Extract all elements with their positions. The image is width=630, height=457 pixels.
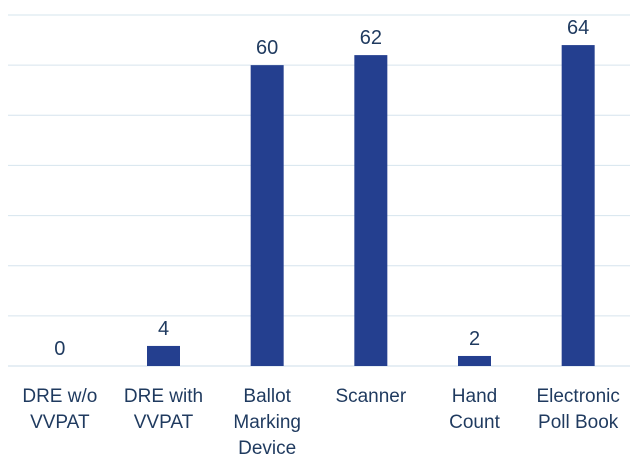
- category-label-line: Count: [449, 412, 500, 433]
- category-tick-label: DRE with VVPAT: [124, 386, 203, 433]
- category-tick-label: Hand Count: [449, 386, 500, 433]
- data-label: 4: [158, 318, 169, 340]
- category-tick-label: Electronic Poll Book: [536, 386, 619, 433]
- category-label-line: Electronic: [536, 386, 619, 407]
- bar: [250, 65, 284, 367]
- category-label-line: VVPAT: [134, 412, 194, 433]
- bar: [458, 355, 491, 366]
- data-label: 2: [469, 328, 480, 350]
- category-label-line: DRE with: [124, 386, 203, 407]
- category-label-line: Scanner: [335, 386, 406, 407]
- category-labels: DRE w/o VVPAT DRE with VVPAT Ballot Marking De…: [22, 386, 620, 457]
- category-tick-label: DRE w/o VVPAT: [22, 386, 97, 433]
- bar: [147, 345, 180, 366]
- category-label-line: Marking: [233, 412, 301, 433]
- data-label: 0: [54, 338, 65, 360]
- bar: [561, 45, 595, 366]
- category-tick-label: Scanner: [335, 386, 406, 407]
- category-label-line: DRE w/o: [22, 386, 97, 407]
- bars: [147, 45, 595, 367]
- value-labels: 0 4 60 62 2 64: [54, 17, 589, 360]
- category-label-line: Poll Book: [538, 412, 619, 433]
- data-label: 62: [360, 27, 382, 49]
- category-label-line: Ballot: [243, 386, 291, 407]
- category-tick-label: Ballot Marking Device: [233, 386, 301, 457]
- category-label-line: VVPAT: [30, 412, 90, 433]
- bar: [354, 55, 388, 366]
- category-label-line: Device: [238, 438, 296, 457]
- data-label: 60: [256, 37, 278, 59]
- data-label: 64: [567, 17, 589, 39]
- gridlines: [8, 14, 630, 367]
- category-label-line: Hand: [452, 386, 497, 407]
